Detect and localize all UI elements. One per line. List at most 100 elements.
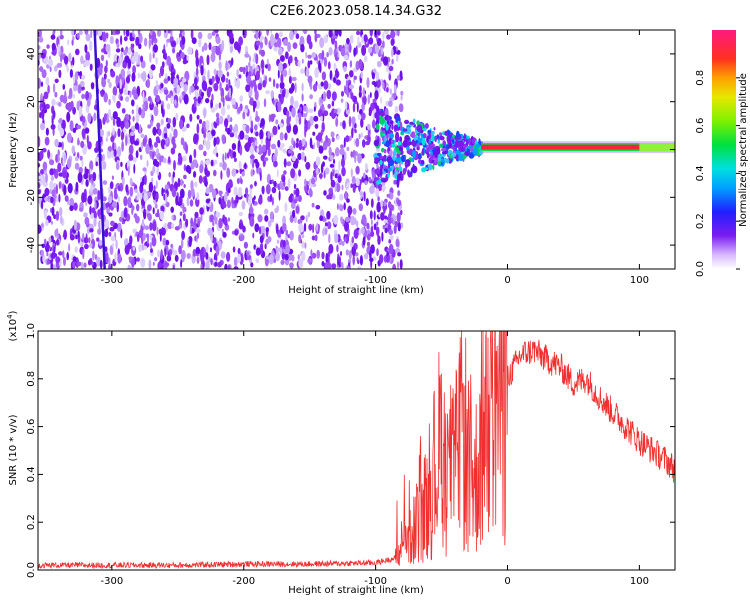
speckle (333, 108, 338, 114)
turbulence-speckle (437, 140, 441, 144)
speckle (85, 51, 91, 62)
speckle (226, 251, 231, 262)
speckle (369, 30, 373, 37)
speckle (360, 191, 363, 200)
speckle (300, 44, 305, 53)
speckle (259, 129, 264, 140)
speckle (249, 154, 255, 160)
speckle (244, 45, 249, 53)
speckle (189, 86, 192, 95)
speckle (351, 176, 356, 185)
speckle (260, 118, 266, 127)
speckle (112, 127, 115, 136)
speckle (361, 112, 366, 121)
speckle (331, 100, 335, 107)
spectrogram-y-tick-label: -20 (26, 189, 37, 205)
speckle (121, 108, 126, 114)
speckle (120, 161, 123, 167)
speckle (280, 259, 285, 266)
speckle (313, 142, 316, 150)
speckle (107, 109, 112, 118)
speckle (315, 167, 319, 176)
speckle (84, 127, 90, 134)
speckle (132, 65, 137, 75)
speckle (115, 38, 119, 45)
speckle (378, 86, 381, 94)
speckle (149, 222, 153, 231)
speckle (54, 65, 58, 72)
speckle (153, 44, 158, 53)
speckle (62, 95, 68, 104)
speckle (320, 115, 323, 121)
speckle (363, 191, 366, 202)
speckle (59, 30, 63, 36)
speckle (203, 42, 208, 51)
speckle (61, 170, 67, 179)
speckle (352, 208, 357, 215)
speckle (133, 213, 138, 219)
speckle (260, 138, 263, 145)
speckle (47, 149, 51, 159)
speckle (397, 221, 401, 232)
speckle (86, 98, 91, 107)
speckle (298, 139, 303, 151)
speckle (318, 60, 321, 71)
speckle (253, 195, 256, 200)
speckle (166, 103, 171, 110)
speckle (199, 249, 203, 258)
speckle (295, 187, 300, 197)
speckle (241, 171, 245, 177)
speckle (167, 221, 173, 230)
spectrogram-y-ticks: -40 -20 0 20 40 (26, 48, 675, 253)
speckle (397, 213, 401, 221)
colorbar-tick-label: 0.0 (695, 261, 706, 277)
speckle (43, 209, 48, 220)
speckle (321, 71, 327, 81)
speckle (218, 190, 223, 195)
spectrogram-speckles (38, 30, 484, 269)
speckle (206, 87, 211, 98)
speckle (38, 36, 44, 43)
speckle (328, 30, 333, 38)
speckle (228, 87, 232, 98)
speckle (255, 70, 260, 81)
speckle (175, 112, 179, 121)
speckle (185, 165, 191, 173)
turbulence-speckle (454, 141, 459, 149)
speckle (152, 165, 156, 174)
speckle (123, 49, 128, 56)
turbulence-speckle (380, 130, 383, 138)
speckle (345, 182, 350, 190)
speckle (277, 104, 282, 112)
speckle (284, 202, 288, 213)
speckle (323, 155, 328, 160)
speckle (143, 100, 149, 112)
speckle (84, 243, 89, 250)
speckle (176, 37, 179, 45)
turbulence-speckle (421, 148, 425, 156)
turbulence-speckle (396, 125, 401, 131)
speckle (396, 261, 400, 269)
turbulence-speckle (418, 153, 422, 160)
speckle (203, 138, 206, 146)
speckle (212, 220, 215, 227)
speckle (375, 188, 380, 198)
speckle (249, 184, 253, 189)
speckle (58, 118, 63, 124)
speckle (397, 190, 401, 197)
speckle (121, 47, 124, 53)
speckle (301, 251, 306, 262)
speckle (295, 205, 300, 214)
speckle (258, 30, 261, 39)
speckle (150, 119, 153, 127)
speckle (315, 204, 321, 210)
turbulence-speckle (459, 146, 466, 152)
speckle (220, 251, 226, 259)
speckle (151, 236, 157, 247)
speckle (75, 234, 78, 240)
speckle (316, 249, 321, 259)
speckle (278, 31, 283, 38)
speckle (164, 30, 167, 33)
speckle (213, 137, 217, 148)
snr-y-tick-label: 0.4 (26, 466, 37, 482)
